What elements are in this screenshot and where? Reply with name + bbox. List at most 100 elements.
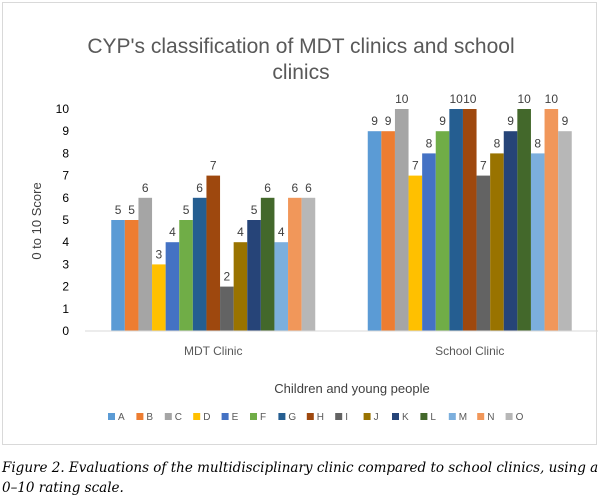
data-label: 6 [142, 181, 149, 195]
y-tick-label: 6 [62, 191, 69, 205]
data-label: 8 [426, 136, 433, 150]
chart-frame: CYP's classification of MDT clinics and … [2, 2, 598, 445]
data-label: 9 [507, 114, 514, 128]
x-axis-label: Children and young people [274, 381, 429, 396]
data-label: 5 [128, 203, 135, 217]
legend-label: I [345, 412, 348, 423]
legend-label: E [232, 412, 239, 423]
data-label: 6 [292, 181, 299, 195]
legend-label: J [374, 412, 379, 423]
data-label: 4 [169, 225, 176, 239]
bar [179, 220, 193, 331]
bar [367, 131, 382, 331]
legend: A B C D E F G H I J K L M N O [108, 412, 524, 423]
bar [111, 220, 125, 331]
legend-label: A [118, 412, 125, 423]
bar [381, 131, 395, 331]
bar [301, 197, 316, 331]
bar [394, 109, 409, 331]
data-label: 10 [463, 92, 477, 106]
y-tick-label: 9 [62, 124, 69, 138]
data-label: 3 [156, 247, 163, 261]
bar [544, 109, 559, 331]
data-label: 10 [545, 92, 559, 106]
legend-label: M [459, 412, 467, 423]
y-tick-label: 4 [62, 235, 69, 249]
bar [274, 242, 289, 331]
category-label: MDT Clinic [184, 344, 242, 358]
legend-label: K [402, 412, 409, 423]
bars [111, 109, 572, 331]
data-label: 6 [196, 181, 203, 195]
bar [152, 264, 166, 331]
data-label: 9 [371, 114, 378, 128]
y-tick-label: 1 [62, 302, 69, 316]
bar [220, 286, 234, 331]
legend-label: L [430, 412, 436, 423]
bar [138, 197, 153, 331]
bar [503, 131, 518, 331]
legend-swatch [193, 413, 201, 420]
legend-swatch [392, 413, 399, 420]
legend-label: C [175, 412, 182, 423]
bar [288, 197, 302, 331]
y-tick-label: 8 [62, 146, 69, 160]
data-label: 6 [305, 181, 312, 195]
legend-swatch [108, 413, 115, 420]
bar [233, 242, 248, 331]
legend-label: D [203, 412, 210, 423]
bar [124, 220, 139, 331]
legend-label: F [260, 412, 266, 423]
legend-label: H [317, 412, 324, 423]
chart-title-line-2: clinics [272, 61, 329, 84]
bar [558, 131, 572, 331]
y-tick-label: 0 [62, 324, 69, 338]
y-tick-label: 10 [56, 102, 70, 116]
y-tick-label: 5 [62, 213, 69, 227]
chart-svg: CYP's classification of MDT clinics and … [29, 35, 598, 423]
data-label: 8 [534, 136, 541, 150]
legend-swatch [477, 413, 485, 420]
data-label: 10 [517, 92, 531, 106]
y-tick-label: 3 [62, 257, 69, 271]
data-label: 4 [237, 225, 244, 239]
legend-swatch [164, 413, 172, 420]
data-label: 5 [251, 203, 258, 217]
legend-swatch [278, 413, 286, 420]
data-label: 7 [210, 159, 217, 173]
bar [260, 197, 275, 331]
data-label: 9 [385, 114, 392, 128]
data-label: 10 [449, 92, 463, 106]
data-label: 7 [412, 159, 419, 173]
legend-label: O [516, 412, 524, 423]
y-axis-ticks: 0 1 2 3 4 5 6 7 8 9 10 [56, 102, 70, 338]
data-label: 2 [224, 270, 231, 284]
category-labels: MDT Clinic School Clinic [184, 344, 504, 358]
legend-swatch [448, 413, 456, 420]
data-label: 4 [278, 225, 285, 239]
legend-swatch [420, 413, 428, 420]
bar [476, 175, 491, 331]
legend-swatch [136, 413, 144, 420]
legend-swatch [250, 413, 257, 420]
y-tick-label: 2 [62, 280, 69, 294]
bar [435, 131, 450, 331]
data-label: 5 [115, 203, 122, 217]
data-label: 7 [480, 159, 487, 173]
y-tick-label: 7 [62, 169, 69, 183]
legend-label: B [146, 412, 153, 423]
y-axis-label: 0 to 10 Score [29, 182, 44, 259]
bar [517, 109, 531, 331]
bar [490, 153, 504, 331]
bar [206, 175, 221, 331]
legend-label: G [288, 412, 296, 423]
bar [449, 109, 463, 331]
chart-title-line-1: CYP's classification of MDT clinics and … [87, 35, 514, 58]
data-label: 8 [494, 136, 501, 150]
legend-swatch [363, 413, 371, 420]
bar [530, 153, 545, 331]
data-label: 6 [264, 181, 271, 195]
bar [462, 109, 477, 331]
legend-swatch [335, 413, 343, 420]
